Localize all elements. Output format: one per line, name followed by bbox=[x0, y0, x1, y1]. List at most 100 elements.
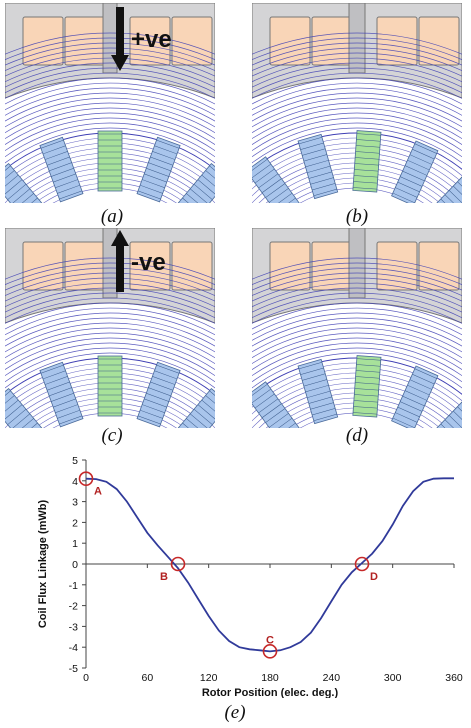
flux-line bbox=[252, 82, 462, 111]
magnet-stripe bbox=[252, 388, 272, 404]
magnet-stripe bbox=[59, 415, 83, 425]
magnet-stripe bbox=[444, 194, 462, 203]
magnet-stripe bbox=[355, 157, 380, 160]
magnet-block bbox=[97, 130, 123, 192]
caption-e: (e) bbox=[224, 702, 246, 723]
magnet-stripe bbox=[440, 423, 459, 428]
magnet-stripe bbox=[307, 165, 331, 173]
magnet-stripe bbox=[146, 168, 169, 177]
magnet-stripe bbox=[298, 136, 323, 145]
caption-a: (a) bbox=[100, 206, 124, 227]
magnet-stripe bbox=[392, 417, 415, 428]
magnet-block bbox=[136, 136, 181, 203]
flux-line bbox=[5, 342, 215, 377]
rotor-magnet bbox=[297, 133, 339, 200]
magnet-stripe bbox=[356, 364, 381, 367]
magnet-stripe bbox=[189, 413, 209, 428]
flux-line bbox=[5, 32, 215, 55]
magnet-stripe bbox=[404, 390, 428, 401]
rotor-magnet bbox=[391, 365, 439, 428]
flux-line bbox=[5, 282, 215, 308]
magnet-stripe bbox=[397, 181, 420, 193]
magnet-stripe bbox=[407, 384, 430, 396]
flux-line bbox=[5, 97, 215, 128]
flux-line bbox=[252, 47, 462, 72]
rotor-magnet bbox=[97, 130, 123, 192]
magnet-stripe bbox=[49, 162, 72, 172]
magnet-stripe bbox=[265, 183, 286, 198]
x-tick-label: 300 bbox=[384, 672, 402, 684]
magnet-stripe bbox=[261, 403, 282, 418]
magnet-stripe bbox=[307, 390, 331, 398]
magnet-block bbox=[391, 365, 439, 428]
flux-line bbox=[5, 102, 215, 134]
magnet-stripe bbox=[15, 193, 34, 203]
magnet-stripe bbox=[254, 393, 275, 409]
flux-line bbox=[252, 262, 462, 286]
magnet-stripe bbox=[355, 382, 380, 385]
magnet-stripe bbox=[355, 376, 380, 379]
flux-line bbox=[5, 127, 215, 164]
flux-line bbox=[252, 107, 462, 140]
flux-line bbox=[252, 57, 462, 83]
y-tick-label: 5 bbox=[72, 455, 78, 467]
magnet-stripe bbox=[53, 398, 76, 408]
magnet-stripe bbox=[19, 422, 38, 428]
magnet-stripe bbox=[404, 165, 428, 176]
magnet-stripe bbox=[154, 370, 178, 380]
rotor-magnet bbox=[39, 361, 84, 428]
flux-line bbox=[252, 52, 462, 77]
magnet-stripe bbox=[205, 170, 215, 187]
flux-line bbox=[5, 67, 215, 94]
flux-line bbox=[5, 107, 215, 140]
flux-line bbox=[252, 72, 462, 99]
magnet-stripe bbox=[354, 388, 379, 391]
magnet-stripe bbox=[448, 190, 462, 203]
flux-line bbox=[5, 52, 215, 77]
magnet-stripe bbox=[46, 381, 70, 391]
magnet-stripe bbox=[356, 358, 381, 361]
magnet-stripe bbox=[19, 197, 38, 203]
magnet-stripe bbox=[5, 395, 15, 412]
magnet-stripe bbox=[412, 148, 435, 160]
magnet-stripe bbox=[300, 367, 324, 375]
magnet-stripe bbox=[252, 163, 272, 179]
magnet-block bbox=[172, 162, 215, 203]
stator-slot bbox=[171, 16, 213, 66]
magnet-stripe bbox=[5, 404, 23, 421]
flux-line bbox=[5, 37, 215, 61]
magnet-block bbox=[136, 361, 181, 428]
magnet-stripe bbox=[354, 169, 379, 172]
magnet-stripe bbox=[261, 178, 282, 193]
x-tick-label: 360 bbox=[445, 672, 463, 684]
magnet-stripe bbox=[355, 370, 380, 373]
magnet-stripe bbox=[448, 415, 462, 428]
magnet-stripe bbox=[402, 170, 425, 182]
polarity-arrow bbox=[111, 7, 129, 71]
point-marker bbox=[262, 644, 278, 659]
magnet-stripe bbox=[44, 376, 68, 385]
flux-line bbox=[252, 62, 462, 88]
y-tick-label: -4 bbox=[69, 642, 78, 654]
point-label: A bbox=[94, 486, 102, 498]
flux-line bbox=[252, 297, 462, 324]
caption-b: (b) bbox=[345, 206, 369, 227]
flux-line bbox=[252, 292, 462, 319]
magnet-stripe bbox=[353, 400, 378, 403]
magnet-stripe bbox=[40, 364, 64, 374]
flux-line bbox=[5, 302, 215, 330]
flux-line bbox=[5, 117, 215, 152]
flux-line bbox=[252, 77, 462, 105]
chart-ticks: 5 4 3 2 1 0 -1 -2 -3 -4 -5 0 60 120 180 240 300 360 bbox=[69, 455, 463, 684]
flux-curve bbox=[85, 477, 454, 653]
magnet-stripe bbox=[356, 139, 381, 142]
rotor-magnet bbox=[39, 136, 84, 203]
flux-line bbox=[252, 342, 462, 377]
magnet-stripe bbox=[305, 385, 329, 393]
magnet-stripe bbox=[356, 133, 381, 136]
magnet-stripe bbox=[395, 187, 418, 198]
magnet-stripe bbox=[42, 145, 66, 155]
magnet-stripe bbox=[312, 408, 336, 416]
magnet-block bbox=[39, 136, 84, 203]
magnet-stripe bbox=[302, 148, 326, 156]
